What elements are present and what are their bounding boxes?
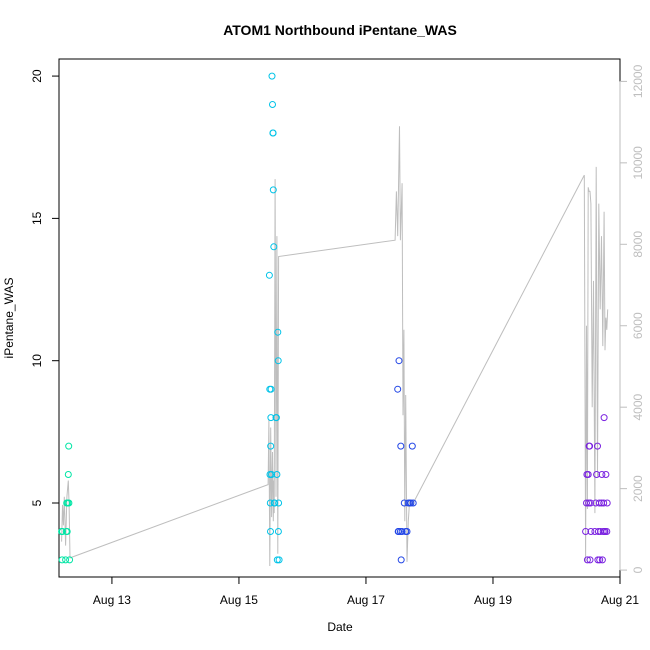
y2-axis: 0 2000 4000 6000 8000 10000 12000: [619, 64, 645, 573]
data-point: [59, 528, 66, 535]
y2-tick-label: 4000: [631, 394, 645, 421]
data-point: [598, 471, 606, 478]
y-tick-label: 15: [30, 211, 44, 225]
data-point: [269, 101, 276, 108]
data-point: [274, 528, 282, 535]
data-point: [271, 499, 279, 507]
concentration-line: [61, 126, 609, 567]
data-point: [266, 499, 274, 507]
data-point: [267, 385, 275, 393]
y-tick-label: 20: [30, 69, 44, 83]
data-point: [403, 528, 411, 535]
data-point: [274, 328, 282, 336]
data-point: [594, 442, 601, 450]
data-point: [265, 271, 273, 279]
x-tick-label: Aug 13: [93, 593, 131, 607]
data-point: [395, 357, 403, 365]
data-point: [586, 556, 594, 564]
data-point: [407, 499, 415, 507]
data-point: [397, 442, 405, 450]
data-point: [582, 528, 590, 535]
y2-tick-label: 6000: [631, 312, 645, 339]
y-axis-label: iPentane_WAS: [2, 278, 16, 359]
data-point: [583, 499, 590, 507]
line-layer: [61, 126, 609, 567]
data-point: [268, 72, 276, 80]
plot-frame: [58, 58, 621, 578]
x-axis: Aug 13 Aug 15 Aug 17 Aug 19 Aug 21: [93, 576, 639, 607]
data-point: [603, 528, 611, 535]
x-tick-label: Aug 19: [474, 593, 512, 607]
data-point: [273, 471, 281, 478]
data-point: [272, 414, 280, 422]
data-point: [595, 499, 603, 507]
data-point: [267, 528, 274, 535]
y2-tick-label: 8000: [631, 231, 645, 258]
data-point: [600, 414, 608, 422]
data-point: [400, 499, 408, 507]
data-point: [269, 129, 277, 137]
data-point: [275, 556, 283, 564]
y2-tick-label: 10000: [631, 146, 645, 180]
y2-tick-label: 12000: [631, 64, 645, 98]
data-point: [62, 556, 70, 564]
chart-title: ATOM1 Northbound iPentane_WAS: [223, 22, 457, 38]
data-point: [269, 186, 277, 194]
data-point: [267, 442, 275, 450]
y-tick-label: 10: [30, 354, 44, 368]
data-point: [587, 499, 594, 507]
data-point: [268, 471, 276, 478]
y2-tick-label: 2000: [631, 475, 645, 502]
data-point: [583, 556, 591, 564]
x-tick-label: Aug 17: [347, 593, 385, 607]
data-point: [63, 528, 71, 535]
data-point: [586, 442, 594, 450]
data-point: [596, 556, 604, 564]
x-tick-label: Aug 15: [220, 593, 258, 607]
data-point: [600, 499, 608, 507]
data-point: [65, 442, 73, 450]
y2-tick-label: 0: [631, 566, 645, 573]
data-point: [274, 357, 282, 365]
data-point: [66, 556, 74, 564]
x-tick-label: Aug 21: [601, 593, 639, 607]
data-point: [275, 499, 283, 507]
data-point: [398, 528, 406, 535]
data-point: [587, 528, 595, 535]
data-point: [584, 471, 592, 478]
data-point: [602, 471, 610, 478]
data-point: [64, 471, 72, 478]
data-point: [270, 243, 278, 251]
data-point: [409, 499, 417, 507]
data-point: [408, 442, 416, 450]
point-layer: [58, 72, 611, 564]
x-axis-label: Date: [327, 620, 353, 634]
data-point: [598, 556, 606, 564]
data-point: [603, 499, 611, 507]
data-point: [593, 471, 601, 478]
data-point: [394, 385, 402, 393]
y-tick-label: 5: [30, 499, 44, 506]
data-point: [397, 556, 405, 564]
data-point: [65, 499, 73, 507]
y-axis: 5 10 15 20: [30, 69, 60, 506]
data-point: [58, 556, 66, 564]
